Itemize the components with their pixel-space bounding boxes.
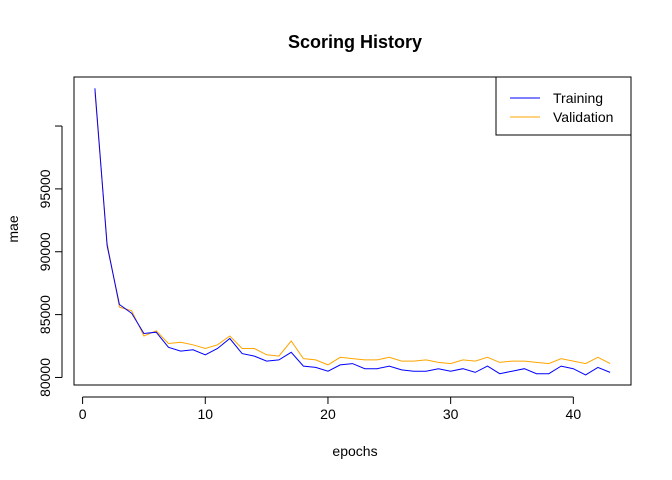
y-axis-label: mae bbox=[5, 215, 21, 242]
x-axis: 0 10 20 30 40 bbox=[79, 396, 582, 422]
y-tick-label: 90000 bbox=[37, 232, 53, 271]
series-line-training bbox=[94, 88, 611, 376]
plot-area-border bbox=[73, 76, 632, 386]
chart-title: Scoring History bbox=[288, 32, 422, 52]
y-tick-label: 95000 bbox=[37, 169, 53, 208]
chart-legend: Training Validation bbox=[495, 76, 632, 136]
legend-label-training: Training bbox=[553, 90, 603, 106]
x-axis-label: epochs bbox=[332, 443, 377, 459]
y-axis: 80000 85000 90000 95000 bbox=[37, 125, 63, 397]
legend-label-validation: Validation bbox=[553, 109, 613, 125]
x-tick-label: 30 bbox=[443, 406, 459, 422]
x-tick-label: 0 bbox=[79, 406, 87, 422]
x-tick-label: 40 bbox=[566, 406, 582, 422]
legend-box bbox=[495, 76, 632, 136]
y-tick-label: 80000 bbox=[37, 358, 53, 397]
y-tick-label: 85000 bbox=[37, 295, 53, 334]
x-tick-label: 10 bbox=[197, 406, 213, 422]
series-layer bbox=[94, 88, 611, 376]
series-line-validation bbox=[94, 92, 611, 366]
x-tick-label: 20 bbox=[320, 406, 336, 422]
